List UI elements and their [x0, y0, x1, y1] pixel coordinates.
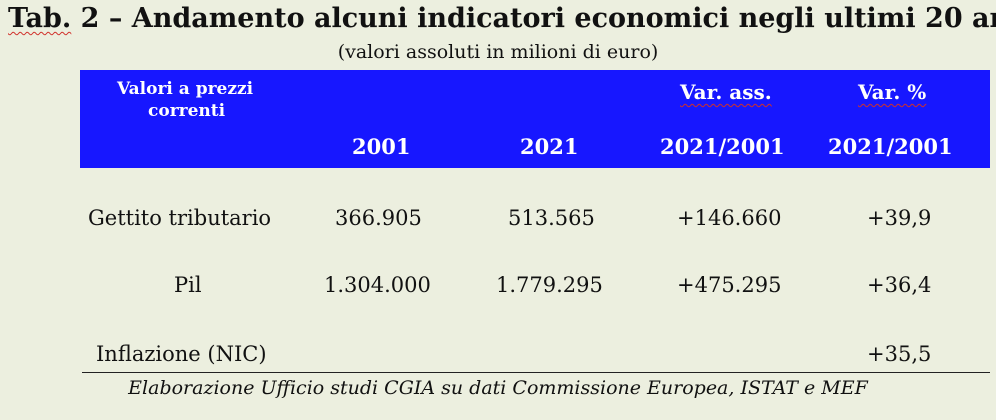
row-gettito-2001: 366.905	[335, 206, 422, 230]
row-inflazione-var-pct: +35,5	[867, 342, 932, 366]
title-prefix: Tab.	[8, 3, 72, 34]
table-footnote: Elaborazione Ufficio studi CGIA su dati …	[128, 377, 868, 399]
row-label-gettito: Gettito tributario	[88, 206, 272, 230]
table-title: Tab. 2 – Andamento alcuni indicatori eco…	[8, 2, 996, 36]
row-gettito-var-abs: +146.660	[677, 206, 782, 230]
table-subtitle: (valori assoluti in milioni di euro)	[337, 41, 659, 63]
header-col-2001: 2001	[352, 134, 411, 159]
row-pil-var-abs: +475.295	[677, 273, 782, 297]
row-label-pil: Pil	[174, 273, 202, 297]
header-var-abs: Var. ass.	[680, 80, 772, 104]
header-corner-line2: correnti	[148, 101, 226, 121]
table-bottom-rule	[82, 372, 990, 373]
row-label-inflazione: Inflazione (NIC)	[96, 342, 267, 366]
header-corner-line1: Valori a prezzi	[117, 79, 254, 99]
table-header: Valori a prezzi correnti Var. ass. Var. …	[80, 70, 990, 168]
header-col-2021: 2021	[520, 134, 579, 159]
row-gettito-var-pct: +39,9	[867, 206, 932, 230]
row-pil-2021: 1.779.295	[496, 273, 603, 297]
header-var-pct-period: 2021/2001	[828, 134, 953, 159]
row-pil-var-pct: +36,4	[867, 273, 932, 297]
header-corner: Valori a prezzi correnti	[117, 78, 253, 122]
title-text: 2 – Andamento alcuni indicatori economic…	[71, 3, 996, 34]
row-gettito-2021: 513.565	[508, 206, 595, 230]
row-pil-2001: 1.304.000	[324, 273, 431, 297]
header-var-abs-period: 2021/2001	[660, 134, 785, 159]
header-var-pct: Var. %	[858, 80, 927, 104]
